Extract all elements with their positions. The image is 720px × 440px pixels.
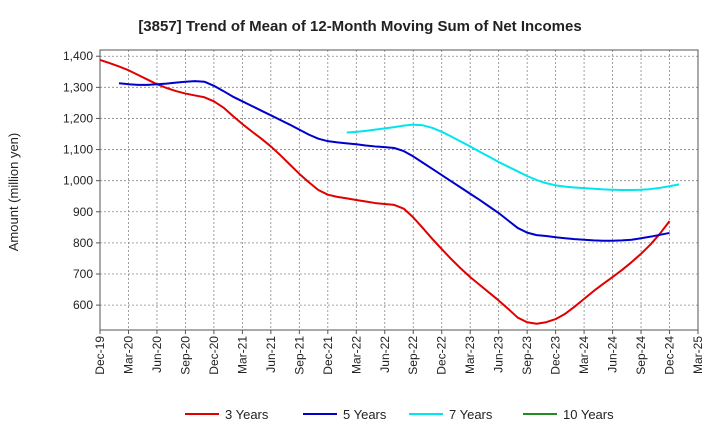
series-line-7-years xyxy=(346,123,680,191)
series-line-3-years xyxy=(99,59,671,325)
x-tick-label: Jun-23 xyxy=(492,336,506,373)
x-tick-label: Jun-24 xyxy=(606,336,620,373)
x-tick-label: Dec-21 xyxy=(321,336,335,375)
legend-label: 7 Years xyxy=(449,407,493,422)
y-tick-label: 900 xyxy=(73,205,93,219)
x-axis-ticks: Dec-19 Mar-20 Jun-20 Sep-20 Dec-20 Mar-21 Jun-… xyxy=(93,330,705,375)
y-axis-label: Amount (million yen) xyxy=(6,133,21,252)
legend: 3 Years 5 Years 7 Years 10 Years xyxy=(185,407,614,422)
x-tick-label: Dec-24 xyxy=(663,336,677,375)
x-tick-label: Dec-20 xyxy=(207,336,221,375)
legend-label: 3 Years xyxy=(225,407,269,422)
y-tick-label: 700 xyxy=(73,267,93,281)
x-tick-label: Mar-20 xyxy=(121,336,135,374)
y-tick-label: 1,000 xyxy=(63,174,93,188)
y-tick-label: 1,300 xyxy=(63,80,93,94)
x-tick-label: Mar-21 xyxy=(235,336,249,374)
x-tick-label: Jun-21 xyxy=(264,336,278,373)
x-tick-label: Mar-24 xyxy=(577,336,591,374)
x-tick-label: Sep-20 xyxy=(178,336,192,375)
x-tick-label: Dec-22 xyxy=(435,336,449,375)
chart-title: [3857] Trend of Mean of 12-Month Moving … xyxy=(138,18,581,35)
y-tick-label: 600 xyxy=(73,298,93,312)
x-tick-label: Sep-22 xyxy=(406,336,420,375)
x-tick-label: Mar-25 xyxy=(691,336,705,374)
y-tick-label: 1,200 xyxy=(63,111,93,125)
y-axis-ticks: 600 700 800 900 1,000 1,100 1,200 1,300 1,400 xyxy=(63,49,100,312)
x-tick-label: Mar-22 xyxy=(349,336,363,374)
legend-label: 10 Years xyxy=(563,407,614,422)
y-tick-label: 1,400 xyxy=(63,49,93,63)
x-tick-label: Dec-19 xyxy=(93,336,107,375)
y-tick-label: 1,100 xyxy=(63,143,93,157)
y-tick-label: 800 xyxy=(73,236,93,250)
x-tick-label: Jun-22 xyxy=(378,336,392,373)
plot-frame xyxy=(99,49,699,331)
x-tick-label: Sep-21 xyxy=(292,336,306,375)
x-tick-label: Sep-24 xyxy=(634,336,648,375)
x-tick-label: Sep-23 xyxy=(520,336,534,375)
x-tick-label: Dec-23 xyxy=(549,336,563,375)
series-lines xyxy=(99,59,680,325)
x-tick-label: Mar-23 xyxy=(463,336,477,374)
legend-label: 5 Years xyxy=(343,407,387,422)
series-line-5-years xyxy=(118,80,670,242)
x-tick-label: Jun-20 xyxy=(150,336,164,373)
